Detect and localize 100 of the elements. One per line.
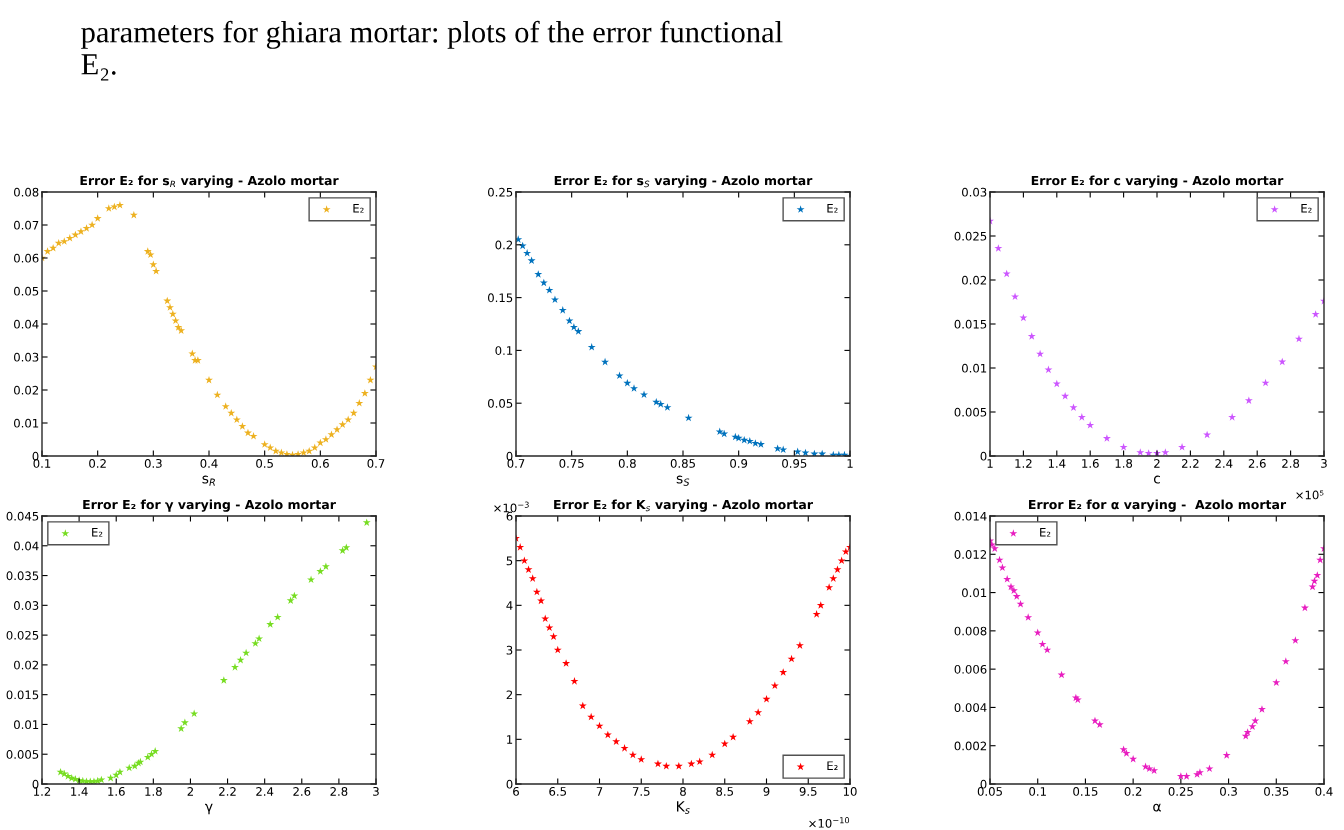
point: [77, 227, 85, 235]
point: [1011, 292, 1020, 301]
point: [188, 349, 197, 358]
point: [1248, 722, 1257, 730]
point: [779, 668, 788, 676]
point: [251, 639, 260, 647]
point: [833, 565, 842, 573]
point: [653, 759, 662, 768]
point: [1036, 349, 1045, 358]
point: [751, 439, 760, 447]
point: [168, 309, 177, 318]
point: [104, 204, 113, 212]
point: [1091, 716, 1099, 725]
point: [1122, 749, 1131, 757]
point: [316, 438, 325, 447]
point: [143, 247, 152, 255]
point: [1294, 334, 1303, 343]
point: [1311, 310, 1320, 318]
point: [88, 220, 97, 229]
point: [601, 357, 610, 366]
point: [260, 440, 269, 448]
point: [1038, 640, 1047, 648]
point: [1095, 720, 1104, 729]
point: [527, 256, 536, 265]
point: [620, 744, 629, 752]
point: [841, 547, 850, 556]
point: [812, 610, 821, 618]
point: [754, 708, 763, 716]
point: [1258, 705, 1266, 713]
point: [1033, 628, 1042, 637]
point: [219, 676, 228, 684]
point: [305, 446, 314, 455]
point: [151, 747, 160, 755]
point: [1061, 391, 1070, 400]
point: [795, 641, 804, 649]
point: [221, 402, 230, 410]
point: [152, 267, 161, 275]
point: [779, 445, 788, 454]
point: [729, 732, 738, 741]
point: [244, 428, 252, 437]
point: [149, 260, 158, 268]
point: [640, 390, 648, 399]
point: [762, 694, 771, 703]
point: [1007, 582, 1015, 591]
point: [549, 632, 558, 640]
point: [569, 323, 578, 331]
point: [1178, 443, 1187, 451]
point: [745, 717, 754, 725]
point: [82, 224, 91, 232]
point: [524, 565, 533, 573]
point: [623, 378, 632, 387]
text: parameters for ghiara mortar: plots of the error functional E₂.: [81, 20, 783, 81]
point: [242, 648, 251, 657]
point: [307, 575, 316, 584]
point: [310, 443, 319, 452]
point: [115, 201, 124, 209]
point: [662, 761, 671, 770]
point: [60, 237, 69, 245]
point: [1150, 766, 1159, 774]
point: [1009, 586, 1018, 595]
point: [213, 390, 222, 399]
point: [551, 295, 559, 304]
point: [532, 587, 541, 596]
point: [1176, 772, 1185, 780]
point: [180, 718, 189, 727]
point: [756, 440, 765, 448]
point: [321, 562, 330, 570]
point: [255, 634, 264, 643]
point: [1044, 365, 1053, 374]
point: [1182, 772, 1191, 780]
point: [574, 327, 583, 335]
point: [49, 243, 58, 252]
point: [177, 724, 186, 732]
point: [1244, 396, 1253, 404]
point: [1272, 678, 1281, 686]
point: [545, 623, 554, 632]
point: [745, 437, 754, 445]
point: [1012, 592, 1021, 600]
point: [1069, 403, 1078, 411]
point: [825, 583, 834, 591]
point: [333, 425, 341, 433]
point: [1129, 754, 1138, 763]
point: [773, 444, 782, 452]
point: [674, 761, 683, 770]
point: [528, 574, 537, 582]
point: [1205, 764, 1214, 773]
point: [523, 249, 532, 257]
point: [344, 415, 353, 424]
point: [1313, 571, 1322, 579]
point: [740, 435, 749, 444]
point: [516, 543, 525, 551]
point: [129, 210, 138, 219]
point: [338, 420, 347, 429]
point: [166, 303, 174, 311]
point: [349, 408, 358, 417]
point: [558, 306, 567, 314]
point: [994, 244, 1003, 252]
point: [65, 234, 74, 242]
point: [286, 596, 295, 604]
point: [1136, 448, 1145, 456]
